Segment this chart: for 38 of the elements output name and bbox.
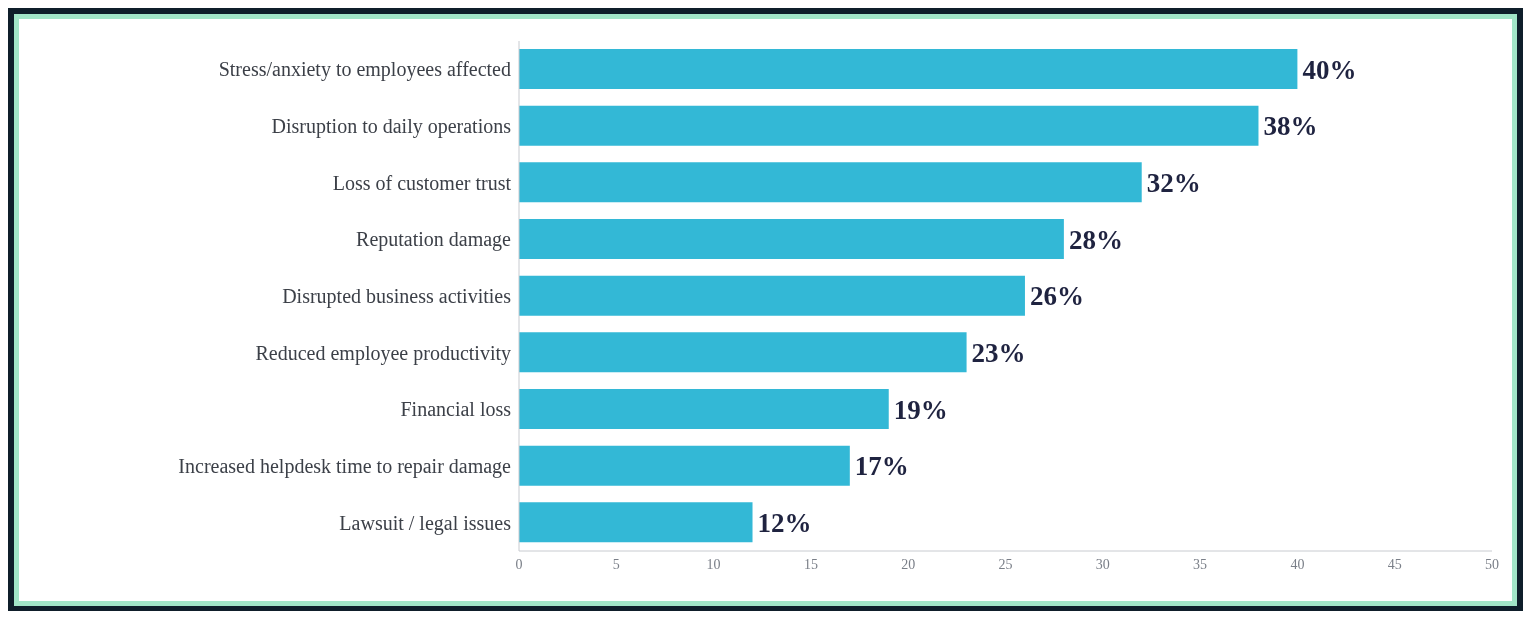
bar — [519, 275, 1025, 316]
data-label: 28% — [1068, 224, 1123, 255]
x-tick-label: 15 — [803, 556, 818, 572]
data-label: 26% — [1029, 281, 1084, 312]
x-tick-label: 25 — [998, 556, 1013, 572]
y-tick-label: Increased helpdesk time to repair damage — [178, 455, 512, 479]
bar — [519, 502, 753, 543]
data-label: 12% — [757, 507, 812, 538]
y-tick-label: Reputation damage — [356, 228, 512, 252]
bar — [519, 332, 967, 373]
data-label: 38% — [1263, 111, 1318, 142]
data-label: 17% — [854, 451, 909, 482]
bar — [519, 105, 1259, 146]
x-tick-label: 30 — [1095, 556, 1110, 572]
y-tick-label: Disruption to daily operations — [271, 115, 512, 139]
y-tick-label: Disrupted business activities — [282, 285, 512, 309]
x-tick-label: 45 — [1387, 556, 1402, 572]
x-tick-label: 10 — [706, 556, 721, 572]
data-label: 32% — [1146, 167, 1201, 198]
y-tick-label: Lawsuit / legal issues — [339, 511, 512, 535]
bar — [519, 445, 850, 486]
y-tick-label: Stress/anxiety to employees affected — [218, 58, 511, 82]
bar — [519, 162, 1142, 203]
x-tick-label: 20 — [901, 556, 916, 572]
data-label: 23% — [971, 337, 1026, 368]
bar — [519, 389, 889, 429]
x-tick-label: 5 — [612, 556, 620, 572]
bar — [519, 219, 1064, 259]
y-tick-label: Loss of customer trust — [332, 171, 512, 194]
x-tick-label: 35 — [1193, 556, 1208, 572]
data-label: 40% — [1302, 54, 1357, 85]
y-tick-label: Financial loss — [400, 398, 512, 421]
x-tick-label: 40 — [1290, 556, 1305, 572]
x-tick-label: 0 — [515, 556, 523, 572]
data-label: 19% — [893, 394, 948, 425]
x-tick-label: 50 — [1485, 556, 1499, 572]
bar — [519, 49, 1298, 89]
y-tick-label: Reduced employee productivity — [255, 341, 511, 365]
